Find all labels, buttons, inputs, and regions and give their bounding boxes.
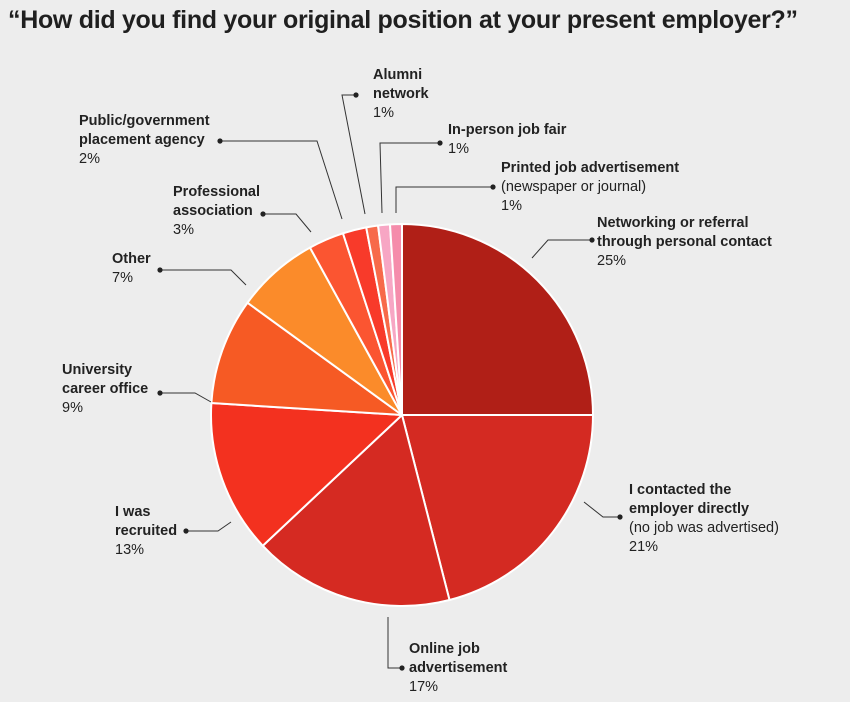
leader-line xyxy=(395,186,493,213)
slice-label-name: Printed job advertisement xyxy=(501,160,680,176)
leader-dot xyxy=(183,528,189,534)
leader-dot xyxy=(399,665,405,671)
slice-label: Other 7% xyxy=(112,250,151,288)
slice-label-note: (no job was advertised) xyxy=(629,520,779,536)
pie-slice xyxy=(210,402,403,547)
slice-label-value: 3% xyxy=(173,222,194,238)
leader-line xyxy=(220,140,343,220)
leader-line xyxy=(341,94,366,215)
pie-slice xyxy=(261,414,451,607)
slice-label: Professional association 3% xyxy=(173,183,260,240)
leader-line xyxy=(186,521,232,532)
slice-label-name: Alumni network xyxy=(373,67,429,102)
leader-dot xyxy=(437,140,443,146)
slice-label-name: In-person job fair xyxy=(448,122,567,138)
leader-dot xyxy=(260,211,266,217)
slice-label-value: 9% xyxy=(62,400,83,416)
slice-label-value: 13% xyxy=(115,542,145,558)
slice-label: Alumni network 1% xyxy=(373,66,429,123)
pie-slice xyxy=(389,223,403,416)
slice-label-name: Online job advertisement xyxy=(409,641,508,676)
slice-label: Online job advertisement 17% xyxy=(409,640,507,697)
leader-dot xyxy=(490,184,496,190)
slice-label-value: 2% xyxy=(79,151,100,167)
slice-label-name: I contacted the employer directly xyxy=(629,482,750,517)
leader-line xyxy=(160,392,212,403)
leader-line xyxy=(379,142,440,214)
slice-label: I was recruited 13% xyxy=(115,503,177,560)
leader-dot xyxy=(217,138,223,144)
pie-slice xyxy=(401,414,594,601)
slice-label-value: 1% xyxy=(501,198,522,214)
leader-line xyxy=(160,269,247,286)
leader-line xyxy=(583,501,620,518)
slice-label-value: 21% xyxy=(629,539,659,555)
leader-dot xyxy=(617,514,623,520)
slice-label-name: University career office xyxy=(62,362,149,397)
slice-label-value: 1% xyxy=(448,141,469,157)
slice-label-name: Other xyxy=(112,251,151,267)
leader-dot xyxy=(157,267,163,273)
chart-title: “How did you find your original position… xyxy=(8,6,798,34)
leader-dot xyxy=(157,390,163,396)
leader-line xyxy=(531,239,592,259)
slice-label: Printed job advertisement (newspaper or j… xyxy=(501,159,679,216)
pie-slice xyxy=(401,223,594,416)
slice-label: University career office 9% xyxy=(62,361,148,418)
slice-label-note: (newspaper or journal) xyxy=(501,179,647,195)
slice-label-name: Professional association xyxy=(173,184,261,219)
leader-line xyxy=(263,213,312,233)
slice-label: I contacted the employer directly (no job… xyxy=(629,481,779,557)
leader-line xyxy=(387,617,402,669)
slice-label-name: I was recruited xyxy=(115,504,178,539)
slice-label-value: 1% xyxy=(373,105,394,121)
pie-slice xyxy=(210,301,403,416)
slice-label-value: 17% xyxy=(409,679,439,695)
slice-label-name: Networking or referral through personal … xyxy=(597,215,772,250)
slice-label: In-person job fair 1% xyxy=(448,121,566,159)
slice-label-name: Public/government placement agency xyxy=(79,113,210,148)
slice-label: Networking or referral through personal … xyxy=(597,214,772,271)
slice-label: Public/government placement agency 2% xyxy=(79,112,210,169)
slice-label-value: 25% xyxy=(597,253,627,269)
slice-label-value: 7% xyxy=(112,270,133,286)
leader-dot xyxy=(353,92,359,98)
leader-dot xyxy=(589,237,595,243)
